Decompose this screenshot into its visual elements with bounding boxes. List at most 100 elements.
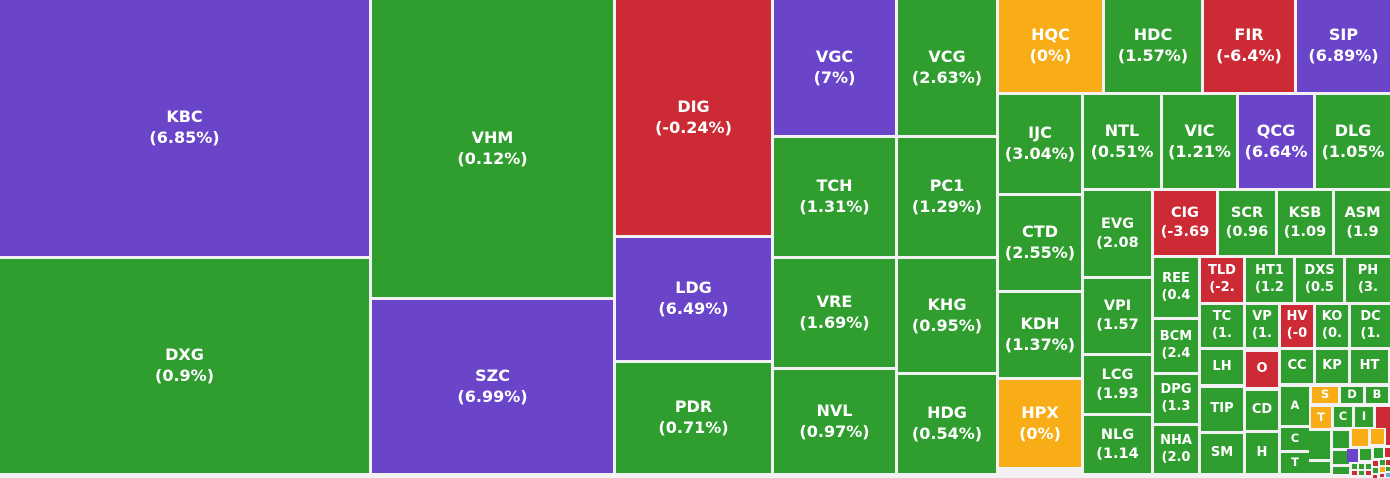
tile-TC[interactable]: TC (1. (1201, 305, 1243, 347)
tile-VPI[interactable]: VPI (1.57 (1084, 279, 1151, 353)
tile-IJC[interactable]: IJC (3.04%) (999, 95, 1081, 193)
tile-SIP[interactable]: SIP (6.89%) (1297, 0, 1390, 92)
tile-HDG[interactable]: HDG (0.54%) (898, 375, 996, 473)
mosaic-tile[interactable] (1374, 448, 1383, 458)
tile-PH[interactable]: PH (3. (1346, 258, 1390, 302)
tile-CIG[interactable]: CIG (-3.69 (1154, 191, 1216, 255)
tile-ticker: HT1 (1255, 263, 1284, 279)
tile-H[interactable]: H (1246, 433, 1278, 473)
tile-KO[interactable]: KO (0. (1316, 305, 1348, 347)
tile-change: (0.71%) (658, 418, 729, 437)
tile-KHG[interactable]: KHG (0.95%) (898, 259, 996, 372)
tile-T[interactable]: T (1281, 453, 1309, 473)
tile-DIG[interactable]: DIG (-0.24%) (616, 0, 771, 235)
tile-DXG[interactable]: DXG (0.9%) (0, 259, 369, 473)
tile-DLG[interactable]: DLG (1.05% (1316, 95, 1390, 188)
tile-LH[interactable]: LH (1201, 350, 1243, 384)
tile-change: (6.85%) (149, 128, 220, 147)
tile-NLG[interactable]: NLG (1.14 (1084, 416, 1151, 473)
tile-ticker: NHA (1160, 432, 1192, 448)
tile-VCG[interactable]: VCG (2.63%) (898, 0, 996, 135)
mosaic-tile[interactable] (1347, 449, 1358, 462)
mosaic-tile[interactable] (1373, 461, 1378, 466)
tile-HT1[interactable]: HT1 (1.2 (1246, 258, 1293, 302)
tile-FIR[interactable]: FIR (-6.4%) (1204, 0, 1294, 92)
mosaic-tile[interactable] (1380, 460, 1385, 465)
mosaic-tile[interactable] (1360, 449, 1371, 460)
mosaic-tile[interactable] (1352, 471, 1357, 475)
tile-VRE[interactable]: VRE (1.69%) (774, 259, 895, 367)
mosaic-tile[interactable] (1359, 464, 1364, 469)
mosaic-tile[interactable] (1359, 471, 1364, 475)
tile-NHA[interactable]: NHA (2.0 (1154, 426, 1198, 473)
tile-VIC[interactable]: VIC (1.21% (1163, 95, 1236, 188)
tile-CD[interactable]: CD (1246, 391, 1278, 430)
tile-B[interactable]: B (1366, 387, 1388, 403)
mosaic-tile[interactable] (1333, 467, 1349, 474)
tile-TCH[interactable]: TCH (1.31%) (774, 138, 895, 256)
tile-O[interactable]: O (1246, 352, 1278, 387)
tile-LDG[interactable]: LDG (6.49%) (616, 238, 771, 360)
tile-change: (7%) (813, 67, 856, 87)
mosaic-tile[interactable] (1386, 460, 1390, 465)
tile-VHM[interactable]: VHM (0.12%) (372, 0, 613, 297)
tile-VP[interactable]: VP (1. (1246, 305, 1278, 347)
mosaic-tile[interactable] (1386, 428, 1390, 445)
tile-KBC[interactable]: KBC (6.85%) (0, 0, 369, 256)
tile-C[interactable]: C (1281, 428, 1309, 450)
mosaic-tile[interactable] (1373, 475, 1377, 478)
mosaic-tile[interactable] (1376, 407, 1390, 428)
mosaic-tile[interactable] (1333, 431, 1349, 448)
mosaic-tile[interactable] (1309, 431, 1330, 459)
tile-KSB[interactable]: KSB (1.09 (1278, 191, 1332, 255)
mosaic-tile[interactable] (1386, 467, 1390, 471)
mosaic-tile[interactable] (1352, 464, 1357, 469)
tile-EVG[interactable]: EVG (2.08 (1084, 191, 1151, 276)
mosaic-tile[interactable] (1373, 468, 1378, 473)
mosaic-tile[interactable] (1309, 462, 1330, 473)
tile-HQC[interactable]: HQC (0%) (999, 0, 1102, 92)
tile-PDR[interactable]: PDR (0.71%) (616, 363, 771, 473)
tile-BCM[interactable]: BCM (2.4 (1154, 320, 1198, 372)
tile-SCR[interactable]: SCR (0.96 (1219, 191, 1275, 255)
tile-REE[interactable]: REE (0.4 (1154, 258, 1198, 317)
mosaic-tile[interactable] (1366, 471, 1371, 475)
tile-CC[interactable]: CC (1281, 350, 1313, 383)
tile-KDH[interactable]: KDH (1.37%) (999, 293, 1081, 377)
tile-CTD[interactable]: CTD (2.55%) (999, 196, 1081, 290)
mosaic-tile[interactable] (1352, 429, 1368, 446)
tile-PC1[interactable]: PC1 (1.29%) (898, 138, 996, 256)
tile-LCG[interactable]: LCG (1.93 (1084, 356, 1151, 413)
tile-NTL[interactable]: NTL (0.51% (1084, 95, 1160, 188)
tile-TIP[interactable]: TIP (1201, 388, 1243, 431)
tile-T2[interactable]: T (1311, 407, 1331, 428)
mosaic-tile[interactable] (1371, 429, 1384, 444)
mosaic-tile[interactable] (1366, 464, 1371, 469)
tile-HV[interactable]: HV (-0 (1281, 305, 1313, 347)
tile-SM[interactable]: SM (1201, 434, 1243, 473)
tile-change: (1.29%) (911, 197, 983, 216)
tile-NVL[interactable]: NVL (0.97%) (774, 370, 895, 473)
tile-DXS[interactable]: DXS (0.5 (1296, 258, 1343, 302)
tile-HDC[interactable]: HDC (1.57%) (1105, 0, 1201, 92)
tile-A[interactable]: A (1281, 387, 1309, 425)
tile-QCG[interactable]: QCG (6.64% (1239, 95, 1313, 188)
tile-ASM[interactable]: ASM (1.9 (1335, 191, 1390, 255)
mosaic-tile[interactable] (1385, 448, 1390, 457)
tile-KP[interactable]: KP (1316, 350, 1348, 383)
tile-HPX[interactable]: HPX (0%) (999, 380, 1081, 467)
tile-C2[interactable]: C (1334, 407, 1352, 427)
tile-TLD[interactable]: TLD (-2. (1201, 258, 1243, 302)
tile-DPG[interactable]: DPG (1.3 (1154, 375, 1198, 423)
tile-SZC[interactable]: SZC (6.99%) (372, 300, 613, 473)
tile-D[interactable]: D (1341, 387, 1363, 403)
mosaic-tile[interactable] (1380, 467, 1385, 472)
mosaic-tile[interactable] (1333, 451, 1349, 464)
mosaic-tile[interactable] (1380, 474, 1384, 477)
tile-HT[interactable]: HT (1351, 350, 1388, 383)
tile-VGC[interactable]: VGC (7%) (774, 0, 895, 135)
mosaic-tile[interactable] (1386, 473, 1390, 477)
tile-I[interactable]: I (1355, 407, 1373, 427)
tile-S[interactable]: S (1312, 387, 1338, 403)
tile-DC[interactable]: DC (1. (1351, 305, 1390, 347)
